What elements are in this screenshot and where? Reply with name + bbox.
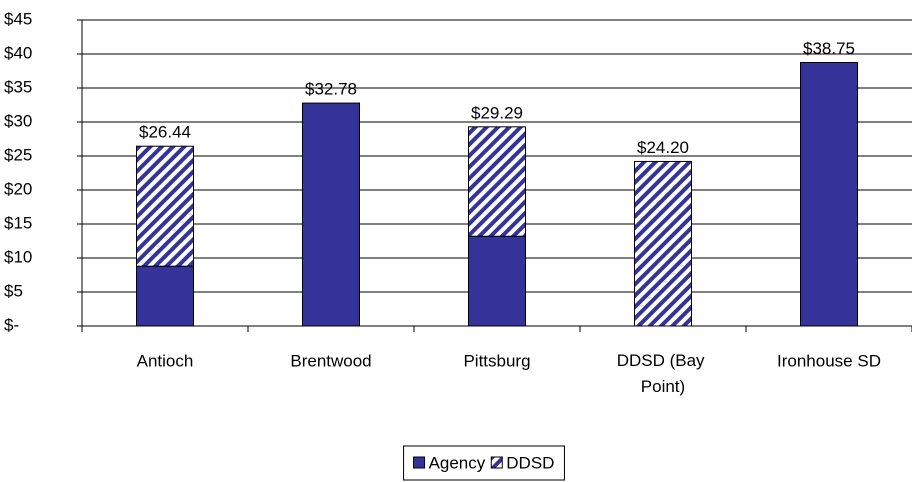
y-tick-label: $20 bbox=[4, 179, 32, 198]
total-label: $38.75 bbox=[803, 39, 855, 58]
bar-segment bbox=[136, 265, 194, 327]
y-tick-label: $45 bbox=[4, 9, 32, 28]
legend-swatch bbox=[413, 456, 426, 469]
total-label: $29.29 bbox=[471, 103, 523, 122]
total-label: $32.78 bbox=[305, 80, 357, 99]
y-tick-label: $35 bbox=[4, 77, 32, 96]
legend: Agency DDSD bbox=[403, 445, 565, 481]
y-tick-label: $25 bbox=[4, 145, 32, 164]
total-label: $26.44 bbox=[139, 123, 191, 142]
legend-swatch bbox=[490, 456, 503, 469]
y-tick-label: $10 bbox=[4, 247, 32, 266]
bar-segment bbox=[468, 126, 526, 237]
x-tick-label: Antioch bbox=[137, 351, 194, 370]
y-tick-label: $5 bbox=[4, 281, 23, 300]
legend-label: DDSD bbox=[506, 453, 554, 472]
y-tick-label: $- bbox=[4, 315, 19, 334]
y-tick-label: $15 bbox=[4, 213, 32, 232]
x-tick-label-line: DDSD (Bay bbox=[617, 351, 710, 370]
bar-segment bbox=[468, 235, 526, 327]
x-tick-label: Pittsburg bbox=[463, 351, 530, 370]
bar-segment bbox=[800, 62, 858, 327]
x-tick-label: Brentwood bbox=[290, 351, 371, 370]
x-tick-label: Ironhouse SD bbox=[777, 351, 881, 370]
bar-segment bbox=[136, 145, 194, 267]
total-label: $24.20 bbox=[637, 138, 689, 157]
y-tick-label: $30 bbox=[4, 111, 32, 130]
x-tick-label: DDSD (Bay Point) bbox=[617, 351, 710, 396]
y-tick-label: $40 bbox=[4, 43, 32, 62]
x-tick-label-line: Point) bbox=[641, 377, 685, 396]
bar-segment bbox=[634, 160, 692, 327]
legend-box bbox=[403, 445, 565, 481]
legend-label: Agency bbox=[429, 453, 486, 472]
bar-segment bbox=[302, 102, 360, 327]
